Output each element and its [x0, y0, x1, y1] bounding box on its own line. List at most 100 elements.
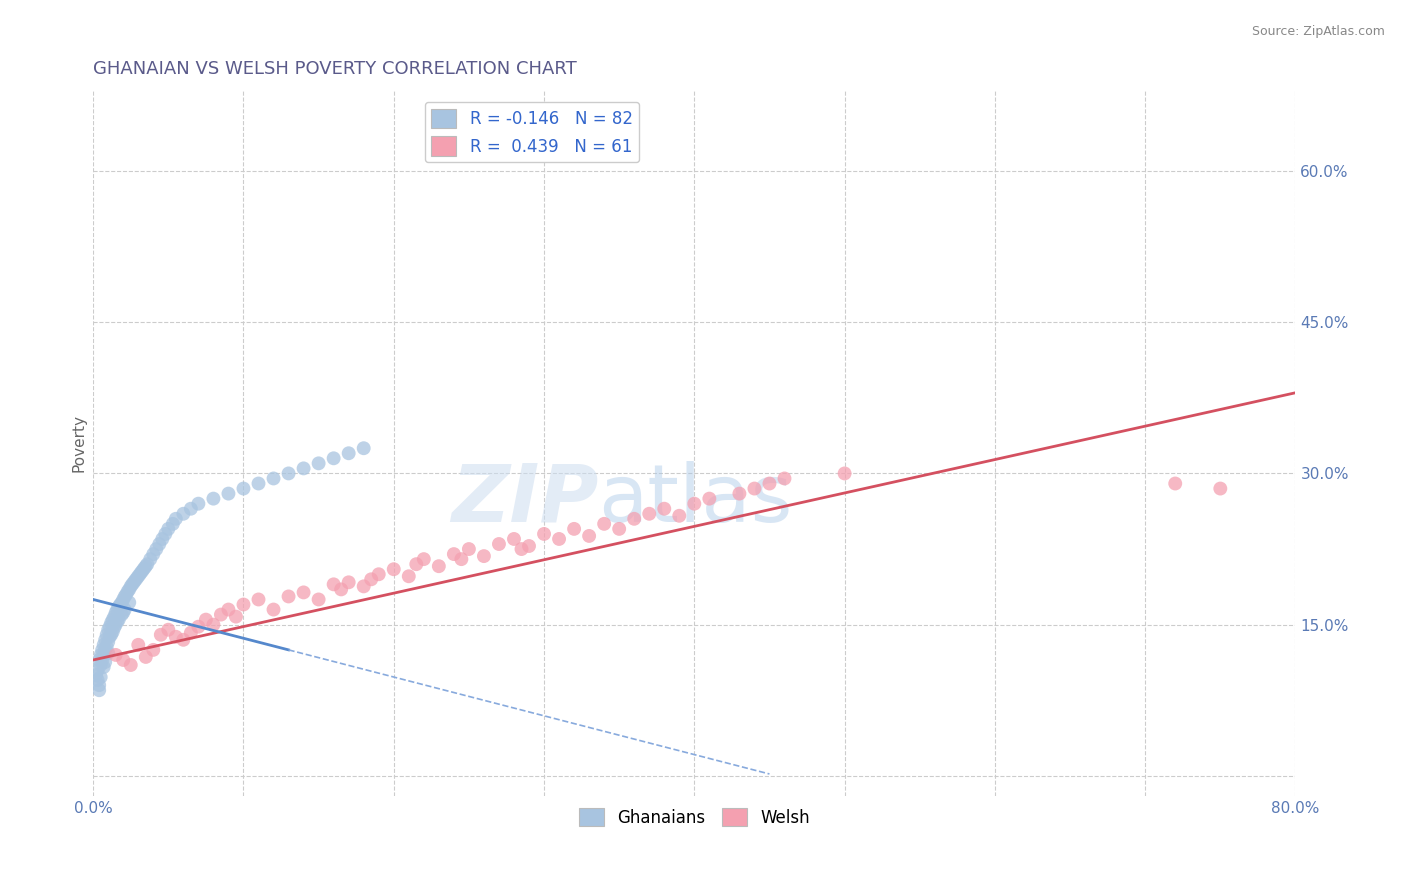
Point [488, 537, 510, 551]
Point [322, 451, 344, 466]
Point [101, 613, 124, 627]
Point [94, 632, 117, 647]
Point [367, 567, 389, 582]
Point [578, 529, 600, 543]
Point [115, 587, 138, 601]
Point [405, 557, 427, 571]
Point [187, 497, 209, 511]
Point [98, 630, 121, 644]
Point [194, 613, 217, 627]
Point [277, 467, 299, 481]
Point [165, 512, 187, 526]
Point [107, 599, 129, 614]
Point [125, 571, 148, 585]
Point [118, 595, 141, 609]
Point [1209, 482, 1232, 496]
Point [98, 620, 121, 634]
Point [443, 547, 465, 561]
Point [202, 491, 225, 506]
Point [110, 598, 132, 612]
Point [217, 486, 239, 500]
Point [149, 628, 172, 642]
Point [157, 623, 180, 637]
Point [277, 590, 299, 604]
Point [263, 602, 285, 616]
Point [638, 507, 661, 521]
Point [104, 617, 127, 632]
Point [533, 527, 555, 541]
Point [120, 579, 142, 593]
Point [94, 643, 117, 657]
Point [120, 658, 142, 673]
Point [97, 623, 120, 637]
Point [103, 621, 125, 635]
Point [683, 497, 706, 511]
Point [450, 552, 472, 566]
Point [773, 471, 796, 485]
Point [382, 562, 405, 576]
Point [117, 584, 139, 599]
Text: Source: ZipAtlas.com: Source: ZipAtlas.com [1251, 25, 1385, 38]
Point [129, 566, 152, 580]
Point [91, 653, 114, 667]
Point [145, 542, 167, 557]
Point [412, 552, 434, 566]
Point [472, 549, 495, 563]
Point [232, 598, 254, 612]
Point [187, 620, 209, 634]
Point [1164, 476, 1187, 491]
Point [100, 628, 122, 642]
Text: ZIP: ZIP [451, 460, 598, 539]
Point [593, 516, 616, 531]
Point [127, 569, 149, 583]
Point [668, 508, 690, 523]
Point [112, 606, 135, 620]
Point [510, 542, 533, 557]
Point [118, 582, 141, 597]
Point [104, 648, 127, 662]
Text: atlas: atlas [598, 460, 793, 539]
Y-axis label: Poverty: Poverty [72, 414, 86, 472]
Point [607, 522, 630, 536]
Point [398, 569, 420, 583]
Point [136, 557, 159, 571]
Point [744, 482, 766, 496]
Point [135, 649, 157, 664]
Text: GHANAIAN VS WELSH POVERTY CORRELATION CHART: GHANAIAN VS WELSH POVERTY CORRELATION CH… [93, 60, 576, 78]
Point [128, 567, 150, 582]
Point [135, 559, 157, 574]
Point [122, 575, 145, 590]
Point [94, 655, 117, 669]
Point [89, 678, 111, 692]
Point [142, 643, 165, 657]
Point [114, 590, 136, 604]
Point [292, 585, 315, 599]
Point [105, 615, 128, 629]
Point [517, 539, 540, 553]
Point [101, 624, 124, 639]
Point [86, 663, 108, 677]
Point [180, 501, 202, 516]
Point [225, 609, 247, 624]
Point [353, 579, 375, 593]
Point [728, 486, 751, 500]
Point [97, 635, 120, 649]
Point [132, 563, 155, 577]
Point [107, 613, 129, 627]
Point [503, 532, 526, 546]
Point [139, 552, 162, 566]
Point [127, 638, 149, 652]
Point [89, 683, 111, 698]
Legend: Ghanaians, Welsh: Ghanaians, Welsh [572, 802, 817, 834]
Point [758, 476, 780, 491]
Point [548, 532, 571, 546]
Point [652, 501, 675, 516]
Point [90, 658, 112, 673]
Point [172, 632, 194, 647]
Point [337, 446, 360, 460]
Point [93, 638, 115, 652]
Point [96, 640, 118, 654]
Point [124, 574, 146, 588]
Point [308, 456, 330, 470]
Point [150, 532, 173, 546]
